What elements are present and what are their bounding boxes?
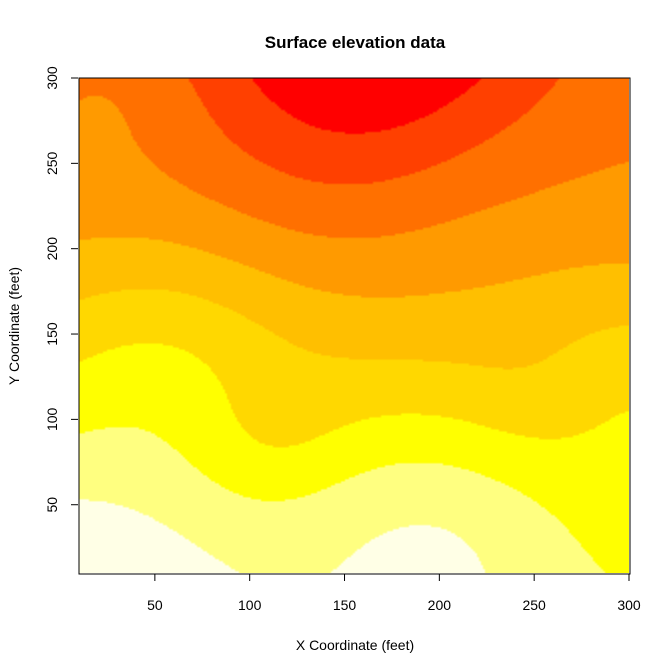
y-tick-label: 150	[44, 322, 60, 346]
x-tick-label: 250	[522, 597, 546, 613]
y-tick-label: 300	[44, 66, 60, 90]
y-tick-label: 50	[44, 497, 60, 513]
x-tick-label: 300	[617, 597, 641, 613]
y-tick-label: 200	[44, 237, 60, 261]
y-axis-label: Y Coordinate (feet)	[6, 267, 22, 385]
x-tick-label: 200	[428, 597, 452, 613]
y-tick-label: 250	[44, 151, 60, 175]
x-tick-label: 150	[333, 597, 357, 613]
x-axis-label: X Coordinate (feet)	[296, 637, 414, 653]
x-tick-label: 100	[238, 597, 262, 613]
y-tick-label: 100	[44, 407, 60, 431]
plot-border	[78, 77, 631, 575]
contour-fill	[79, 78, 629, 573]
y-axis: 50 100 150 200 250 300	[44, 66, 78, 513]
x-tick-label: 50	[147, 597, 163, 613]
chart-title: Surface elevation data	[265, 33, 446, 52]
plot-area	[78, 77, 631, 575]
x-axis: 50 100 150 200 250 300	[147, 574, 641, 613]
